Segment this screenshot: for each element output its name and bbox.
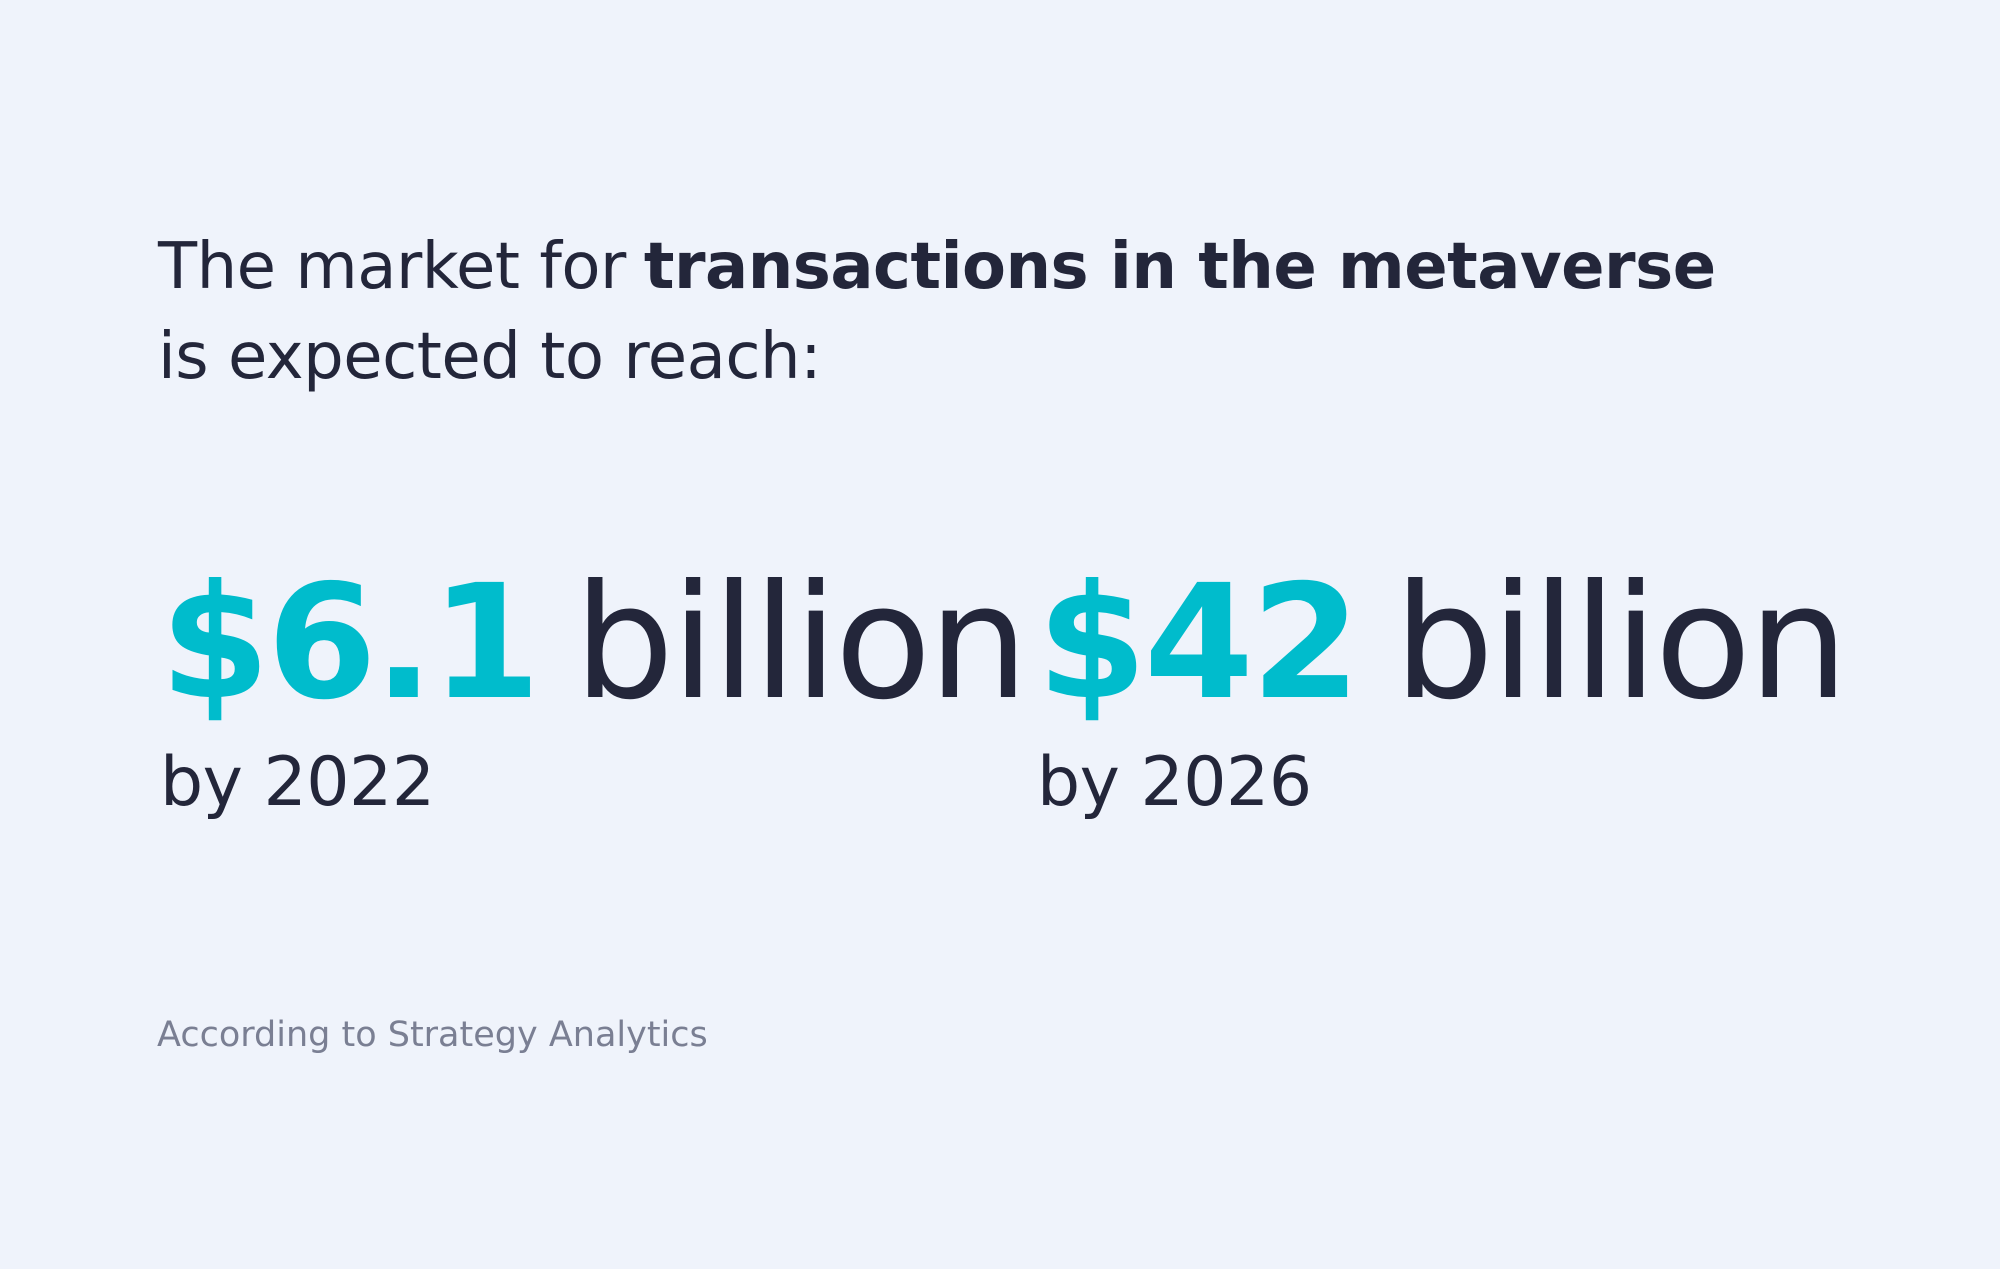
stat: $42 billion by 2026 (1037, 548, 1849, 828)
stat-unit: billion (573, 551, 1029, 735)
stat-amount: $42 (1037, 551, 1361, 735)
source-note: According to Strategy Analytics (157, 1015, 708, 1055)
headline-line: The market for transactions in the metave… (158, 222, 1716, 312)
stat-year: by 2022 (160, 743, 435, 822)
stat-figure: $42 billion (1037, 548, 1849, 738)
headline-emphasis: transactions in the metaverse (643, 230, 1716, 304)
headline-lead: The market for (158, 230, 626, 304)
stat-figure: $6.1 billion (160, 548, 1029, 738)
headline: The market for transactions in the metave… (158, 222, 1716, 402)
stat-amount: $6.1 (160, 551, 541, 735)
headline-line: is expected to reach: (158, 320, 822, 394)
stat: $6.1 billion by 2022 (160, 548, 1029, 828)
stat-unit: billion (1393, 551, 1849, 735)
stat-year: by 2026 (1037, 743, 1312, 822)
